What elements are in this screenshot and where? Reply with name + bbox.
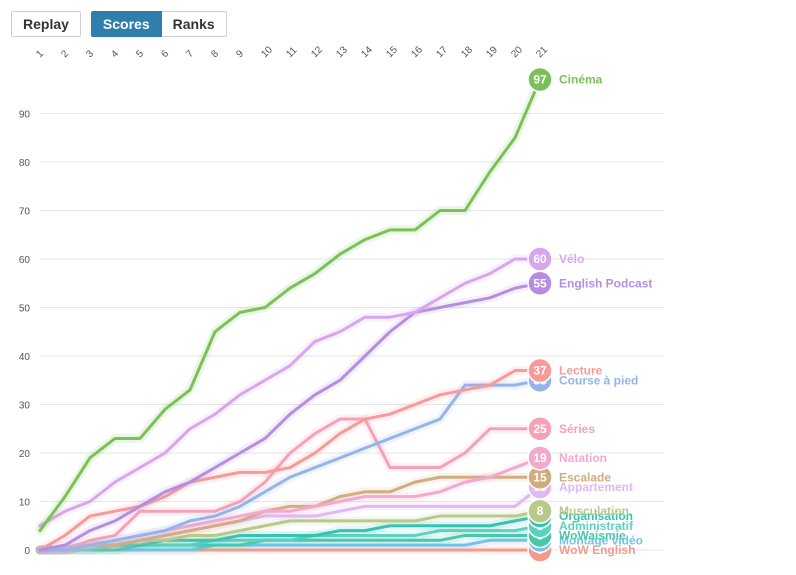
series-name-label: Natation — [559, 451, 607, 465]
series-name-label: WoWaismie — [559, 528, 626, 542]
ranks-tab[interactable]: Ranks — [161, 11, 227, 37]
series-end-label: 25 Séries — [527, 416, 595, 442]
x-tick-label: 16 — [409, 44, 425, 60]
replay-button[interactable]: Replay — [11, 11, 81, 37]
series-name-label: Appartement — [559, 480, 633, 494]
series-line — [38, 514, 542, 552]
series-name-label: Lecture — [559, 364, 603, 378]
x-tick-label: 8 — [209, 48, 221, 60]
series-line — [38, 378, 542, 552]
y-tick-label: 30 — [19, 401, 31, 412]
y-tick-label: 60 — [19, 255, 31, 266]
series-line — [38, 281, 542, 552]
value-badge-text: 37 — [533, 364, 547, 378]
x-tick-label: 4 — [109, 48, 121, 60]
x-tick-label: 18 — [459, 44, 475, 60]
x-tick-label: 11 — [284, 45, 299, 60]
x-tick-label: 17 — [434, 44, 450, 60]
series-line — [38, 417, 542, 552]
y-tick-label: 80 — [19, 158, 31, 169]
value-badge — [527, 246, 553, 272]
value-badge — [527, 445, 553, 471]
value-badge-text: 55 — [533, 276, 547, 290]
y-tick-label: 10 — [19, 498, 31, 509]
series-name-label: Vélo — [559, 252, 584, 266]
series-end-label: 60 Vélo — [527, 246, 584, 272]
series-lines — [35, 75, 545, 555]
value-badge-text: 97 — [533, 73, 547, 87]
series-end-label: 19 Natation — [527, 445, 607, 471]
value-badge-text: 60 — [533, 252, 547, 266]
series-end-label: 37 Lecture — [527, 357, 603, 384]
series-line — [38, 475, 542, 552]
y-tick-label: 50 — [19, 304, 31, 315]
series-name-label: Course à pied — [559, 373, 638, 387]
series-end-label: 8 Musculation — [527, 498, 629, 524]
series-name-label: Organisation — [559, 509, 633, 523]
x-tick-label: 13 — [334, 44, 350, 60]
series-name-label: Escalade — [559, 470, 611, 484]
y-tick-label: 0 — [24, 546, 30, 557]
x-tick-label: 14 — [359, 44, 375, 60]
x-tick-label: 12 — [309, 44, 325, 60]
series-name-label: Administratif — [559, 519, 634, 533]
series-end-label: 97 Cinéma — [527, 66, 603, 93]
series-name-label: WoW English — [559, 543, 635, 557]
x-tick-label: 5 — [134, 48, 146, 60]
series-name-label: Musculation — [559, 504, 629, 518]
x-tick-label: 21 — [534, 44, 550, 60]
value-badge — [527, 416, 553, 442]
series-end-label: 55 English Podcast — [527, 270, 652, 296]
value-badge-text: 25 — [533, 422, 547, 436]
x-tick-label: 20 — [509, 44, 525, 60]
x-tick-label: 7 — [184, 48, 196, 60]
series-end-label: 15 Escalade — [527, 464, 611, 490]
x-tick-label: 6 — [159, 48, 171, 60]
value-badge-text: 19 — [533, 451, 547, 465]
x-axis-ticks: 1 2 3 4 5 6 7 8 9 10 11 12 13 14 15 16 17 18 19 20 21 — [34, 44, 550, 60]
value-badge-text: 15 — [533, 470, 547, 484]
x-tick-label: 3 — [84, 48, 96, 60]
value-badge-text: 8 — [537, 504, 544, 518]
series-name-label: Montage vidéo — [559, 533, 643, 547]
x-tick-label: 9 — [234, 48, 246, 60]
y-tick-label: 20 — [19, 449, 31, 460]
series-line — [38, 369, 542, 552]
value-badge — [527, 66, 553, 93]
y-axis-ticks: 0 10 20 30 40 50 60 70 80 90 — [19, 110, 31, 558]
y-tick-label: 90 — [19, 110, 31, 121]
x-tick-label: 19 — [484, 44, 500, 60]
x-tick-label: 15 — [384, 44, 400, 60]
series-name-label: English Podcast — [559, 276, 652, 290]
series-name-label: Séries — [559, 422, 595, 436]
y-tick-label: 70 — [19, 207, 31, 218]
series-line — [38, 78, 542, 533]
x-tick-label: 2 — [59, 48, 71, 60]
scores-tab[interactable]: Scores — [90, 11, 162, 37]
x-tick-label: 10 — [259, 44, 275, 60]
y-tick-label: 40 — [19, 352, 31, 363]
value-badge — [527, 357, 553, 384]
toolbar: Replay Scores Ranks — [11, 11, 227, 37]
x-tick-label: 1 — [34, 48, 46, 60]
series-line — [38, 257, 542, 528]
series-line — [38, 538, 542, 552]
series-name-label: Cinéma — [559, 73, 603, 87]
